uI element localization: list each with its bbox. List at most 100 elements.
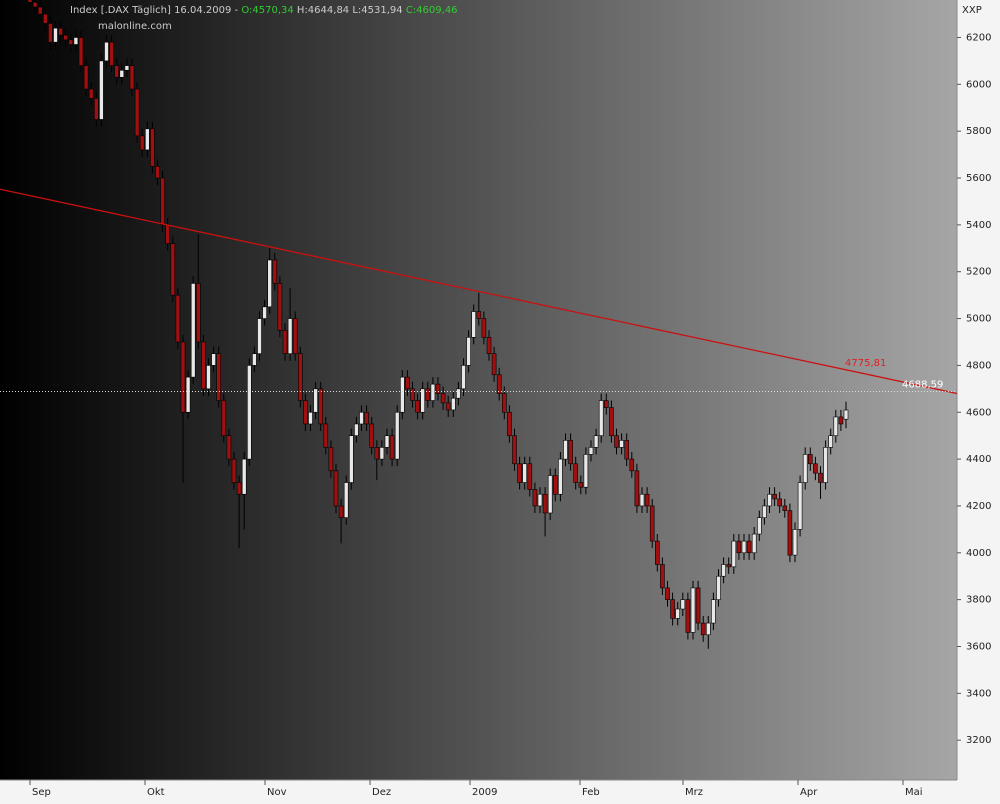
x-tick-label: Mrz (685, 787, 703, 798)
candle-body (129, 65, 135, 90)
candle-body (32, 2, 38, 8)
candle-body (78, 37, 84, 66)
candle-body (109, 41, 114, 66)
x-tick-label: Sep (32, 787, 51, 798)
candle-body (374, 447, 380, 460)
candle-body (303, 400, 308, 425)
candle-body (318, 388, 324, 425)
candle-body (211, 353, 216, 366)
candle-body (527, 463, 533, 490)
candle-body (461, 365, 466, 390)
candle-body (486, 336, 492, 354)
candle-body (746, 540, 752, 554)
candle-body (185, 376, 191, 413)
candle-body (843, 409, 849, 420)
y-tick-label: 5600 (966, 173, 991, 184)
x-tick-label: Okt (147, 787, 165, 798)
candle-body (394, 411, 400, 460)
plot-background (0, 0, 957, 780)
candle-body (517, 463, 522, 483)
candle-body (425, 388, 431, 401)
y-tick-label: 4400 (966, 454, 991, 465)
y-tick-label: 5200 (966, 267, 991, 278)
candle-body (415, 400, 420, 413)
candle-body (818, 472, 823, 483)
candle-body (629, 458, 635, 472)
header-low: L:4531,94 (352, 5, 402, 16)
candle-body (287, 318, 293, 354)
candle-body (297, 353, 303, 401)
y-tick-label: 4800 (966, 360, 991, 371)
header-open: O:4570,34 (241, 5, 293, 16)
candle-body (252, 353, 257, 366)
candle-body (196, 283, 201, 343)
candle-body (466, 336, 471, 366)
candle-body (491, 353, 497, 376)
candle-body (37, 6, 43, 15)
candle-body (257, 318, 262, 354)
candle-body (369, 423, 375, 448)
candle-body (741, 540, 747, 554)
candle-body (226, 435, 232, 460)
candle-body (277, 283, 283, 331)
candle-body (155, 166, 160, 179)
candle-body (267, 259, 273, 308)
candle-body (512, 435, 517, 465)
header-high: H:4644,84 (297, 5, 349, 16)
y-tick-label: 5800 (966, 126, 991, 137)
candle-body (308, 411, 313, 425)
candle-body (145, 128, 150, 151)
y-tick-label: 6200 (966, 32, 991, 43)
candle-body (104, 41, 109, 62)
candle-body (399, 376, 405, 413)
candle-body (42, 13, 48, 24)
candle-body (588, 447, 594, 455)
candle-body (343, 482, 349, 518)
candle-body (445, 402, 451, 411)
candle-body (593, 435, 599, 448)
candle-body (364, 411, 369, 425)
candle-body (705, 622, 711, 636)
candle-body (201, 341, 206, 390)
candle-body (813, 463, 818, 474)
x-tick-label: Feb (582, 787, 600, 798)
candle-body (160, 177, 165, 226)
candle-body (124, 65, 130, 71)
candle-body (563, 440, 568, 460)
y-tick-label: 5400 (966, 220, 991, 231)
candle-body (88, 88, 94, 99)
candle-body (542, 493, 548, 514)
candle-body (756, 517, 762, 535)
candle-body (68, 39, 74, 45)
candle-body (568, 440, 573, 465)
candle-body (333, 470, 339, 507)
candle-body (609, 407, 614, 436)
candle-body (823, 447, 828, 483)
y-tick-label: 3200 (966, 735, 991, 746)
candle-body (634, 470, 640, 507)
y-tick-label: 3600 (966, 641, 991, 652)
candle-body (792, 529, 798, 556)
trendline (0, 188, 957, 395)
candle-body (58, 27, 63, 36)
candle-body (119, 69, 125, 78)
candle-body (175, 294, 181, 343)
candle-body (726, 564, 732, 568)
candle-body (430, 383, 436, 401)
trendline-label: 4775,81 (845, 358, 886, 369)
candle-body (420, 388, 426, 413)
candle-body (736, 540, 742, 554)
candle-body (236, 482, 242, 495)
candle-body (359, 411, 364, 425)
candle-body (476, 311, 482, 319)
candle-body (700, 622, 706, 636)
candle-body (654, 540, 660, 565)
candle-body (751, 533, 757, 554)
x-tick-label: 2009 (472, 787, 497, 798)
candle-body (379, 447, 385, 460)
candle-body (471, 311, 477, 338)
candle-body (405, 376, 410, 390)
candle-body (685, 599, 691, 633)
